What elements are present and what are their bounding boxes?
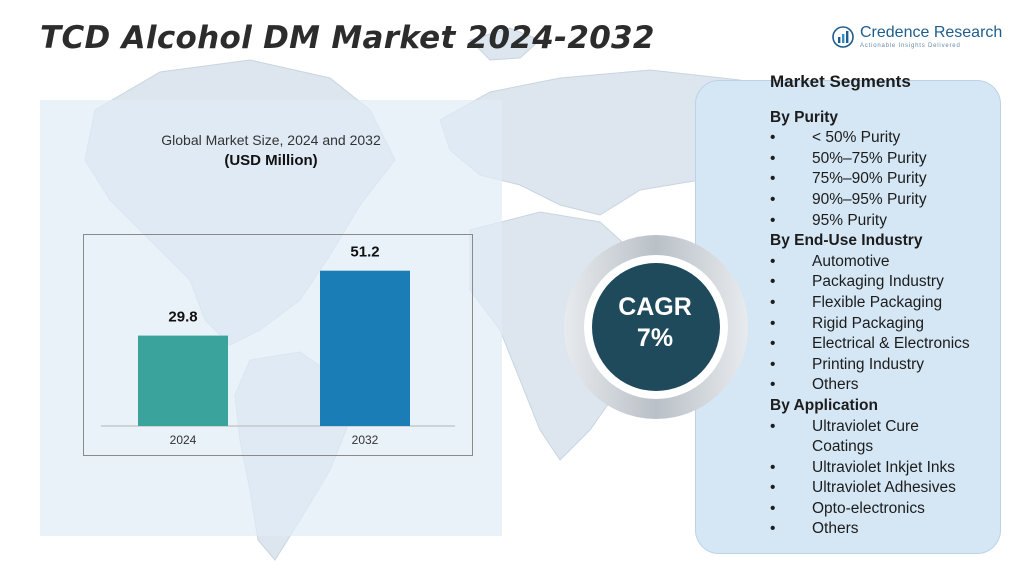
category-label-2032: 2032 [352, 433, 379, 447]
bullet-icon: • [770, 499, 776, 517]
bullet-icon: • [770, 458, 776, 476]
bullet-icon: • [770, 376, 776, 394]
bullet-icon: • [770, 170, 776, 188]
segment-heading-application: By Application [770, 396, 878, 414]
segment-item: • Ultraviolet Adhesives [770, 478, 1020, 499]
cagr-ring [564, 235, 748, 419]
logo-tagline: Actionable Insights Delivered [860, 43, 961, 49]
segment-item: • Others [770, 519, 1020, 540]
bar-chart: 29.8 2024 51.2 2032 [83, 234, 473, 456]
segment-item: • Ultraviolet Cure Coatings [770, 417, 919, 456]
cagr-text: CAGR 7% [595, 292, 715, 354]
bullet-icon: • [770, 211, 776, 229]
segment-heading-end-use: By End-Use Industry [770, 232, 923, 250]
segment-item: • Ultraviolet Inkjet Inks [770, 458, 1020, 479]
bullet-icon: • [770, 335, 776, 353]
page-title: TCD Alcohol DM Market 2024-2032 [40, 20, 655, 56]
bullet-icon: • [770, 520, 776, 538]
chart-subtitle: Global Market Size, 2024 and 2032 [161, 132, 381, 148]
market-segments: Market Segments By Purity • < 50% Purity … [770, 72, 1020, 540]
segment-heading-purity: By Purity [770, 108, 839, 126]
segment-item: • Opto-electronics [770, 499, 1020, 520]
segment-item: • 50%–75% Purity [770, 149, 1020, 170]
segment-item: • < 50% Purity [770, 128, 1020, 149]
chart-frame [83, 234, 473, 456]
bar-2024 [138, 335, 228, 426]
segment-item: • Packaging Industry [770, 272, 1020, 293]
segment-item: • Printing Industry [770, 355, 1020, 376]
bullet-icon: • [770, 417, 776, 435]
bullet-icon: • [770, 252, 776, 270]
chart-panel [40, 100, 502, 536]
segment-item: • Rigid Packaging [770, 314, 1020, 335]
bullet-icon: • [770, 314, 776, 332]
brand-logo: Credence Research Actionable Insights De… [832, 24, 1002, 49]
bullet-icon: • [770, 479, 776, 497]
chart-unit: (USD Million) [224, 152, 318, 169]
segment-item: • Electrical & Electronics [770, 334, 1020, 355]
segment-item: • Automotive [770, 252, 1020, 273]
category-label-2024: 2024 [170, 433, 197, 447]
bullet-icon: • [770, 129, 776, 147]
logo-name: Credence Research [860, 24, 1003, 41]
bullet-icon: • [770, 355, 776, 373]
value-label-2024: 29.8 [168, 309, 197, 326]
bullet-icon: • [770, 149, 776, 167]
segment-item: • Flexible Packaging [770, 293, 1020, 314]
bullet-icon: • [770, 293, 776, 311]
cagr-circle [592, 263, 720, 391]
segment-item: • 95% Purity [770, 211, 1020, 232]
segment-item: • 90%–95% Purity [770, 190, 1020, 211]
segment-item: • 75%–90% Purity [770, 169, 1020, 190]
bullet-icon: • [770, 273, 776, 291]
cagr-value: 7% [636, 324, 674, 352]
bullet-icon: • [770, 190, 776, 208]
segments-title: Market Segments [770, 72, 911, 91]
cagr-label: CAGR [618, 293, 692, 321]
segment-item: • Others [770, 375, 1020, 396]
bar-2032 [320, 270, 410, 426]
value-label-2032: 51.2 [350, 244, 379, 261]
logo-bars-icon [832, 25, 854, 48]
